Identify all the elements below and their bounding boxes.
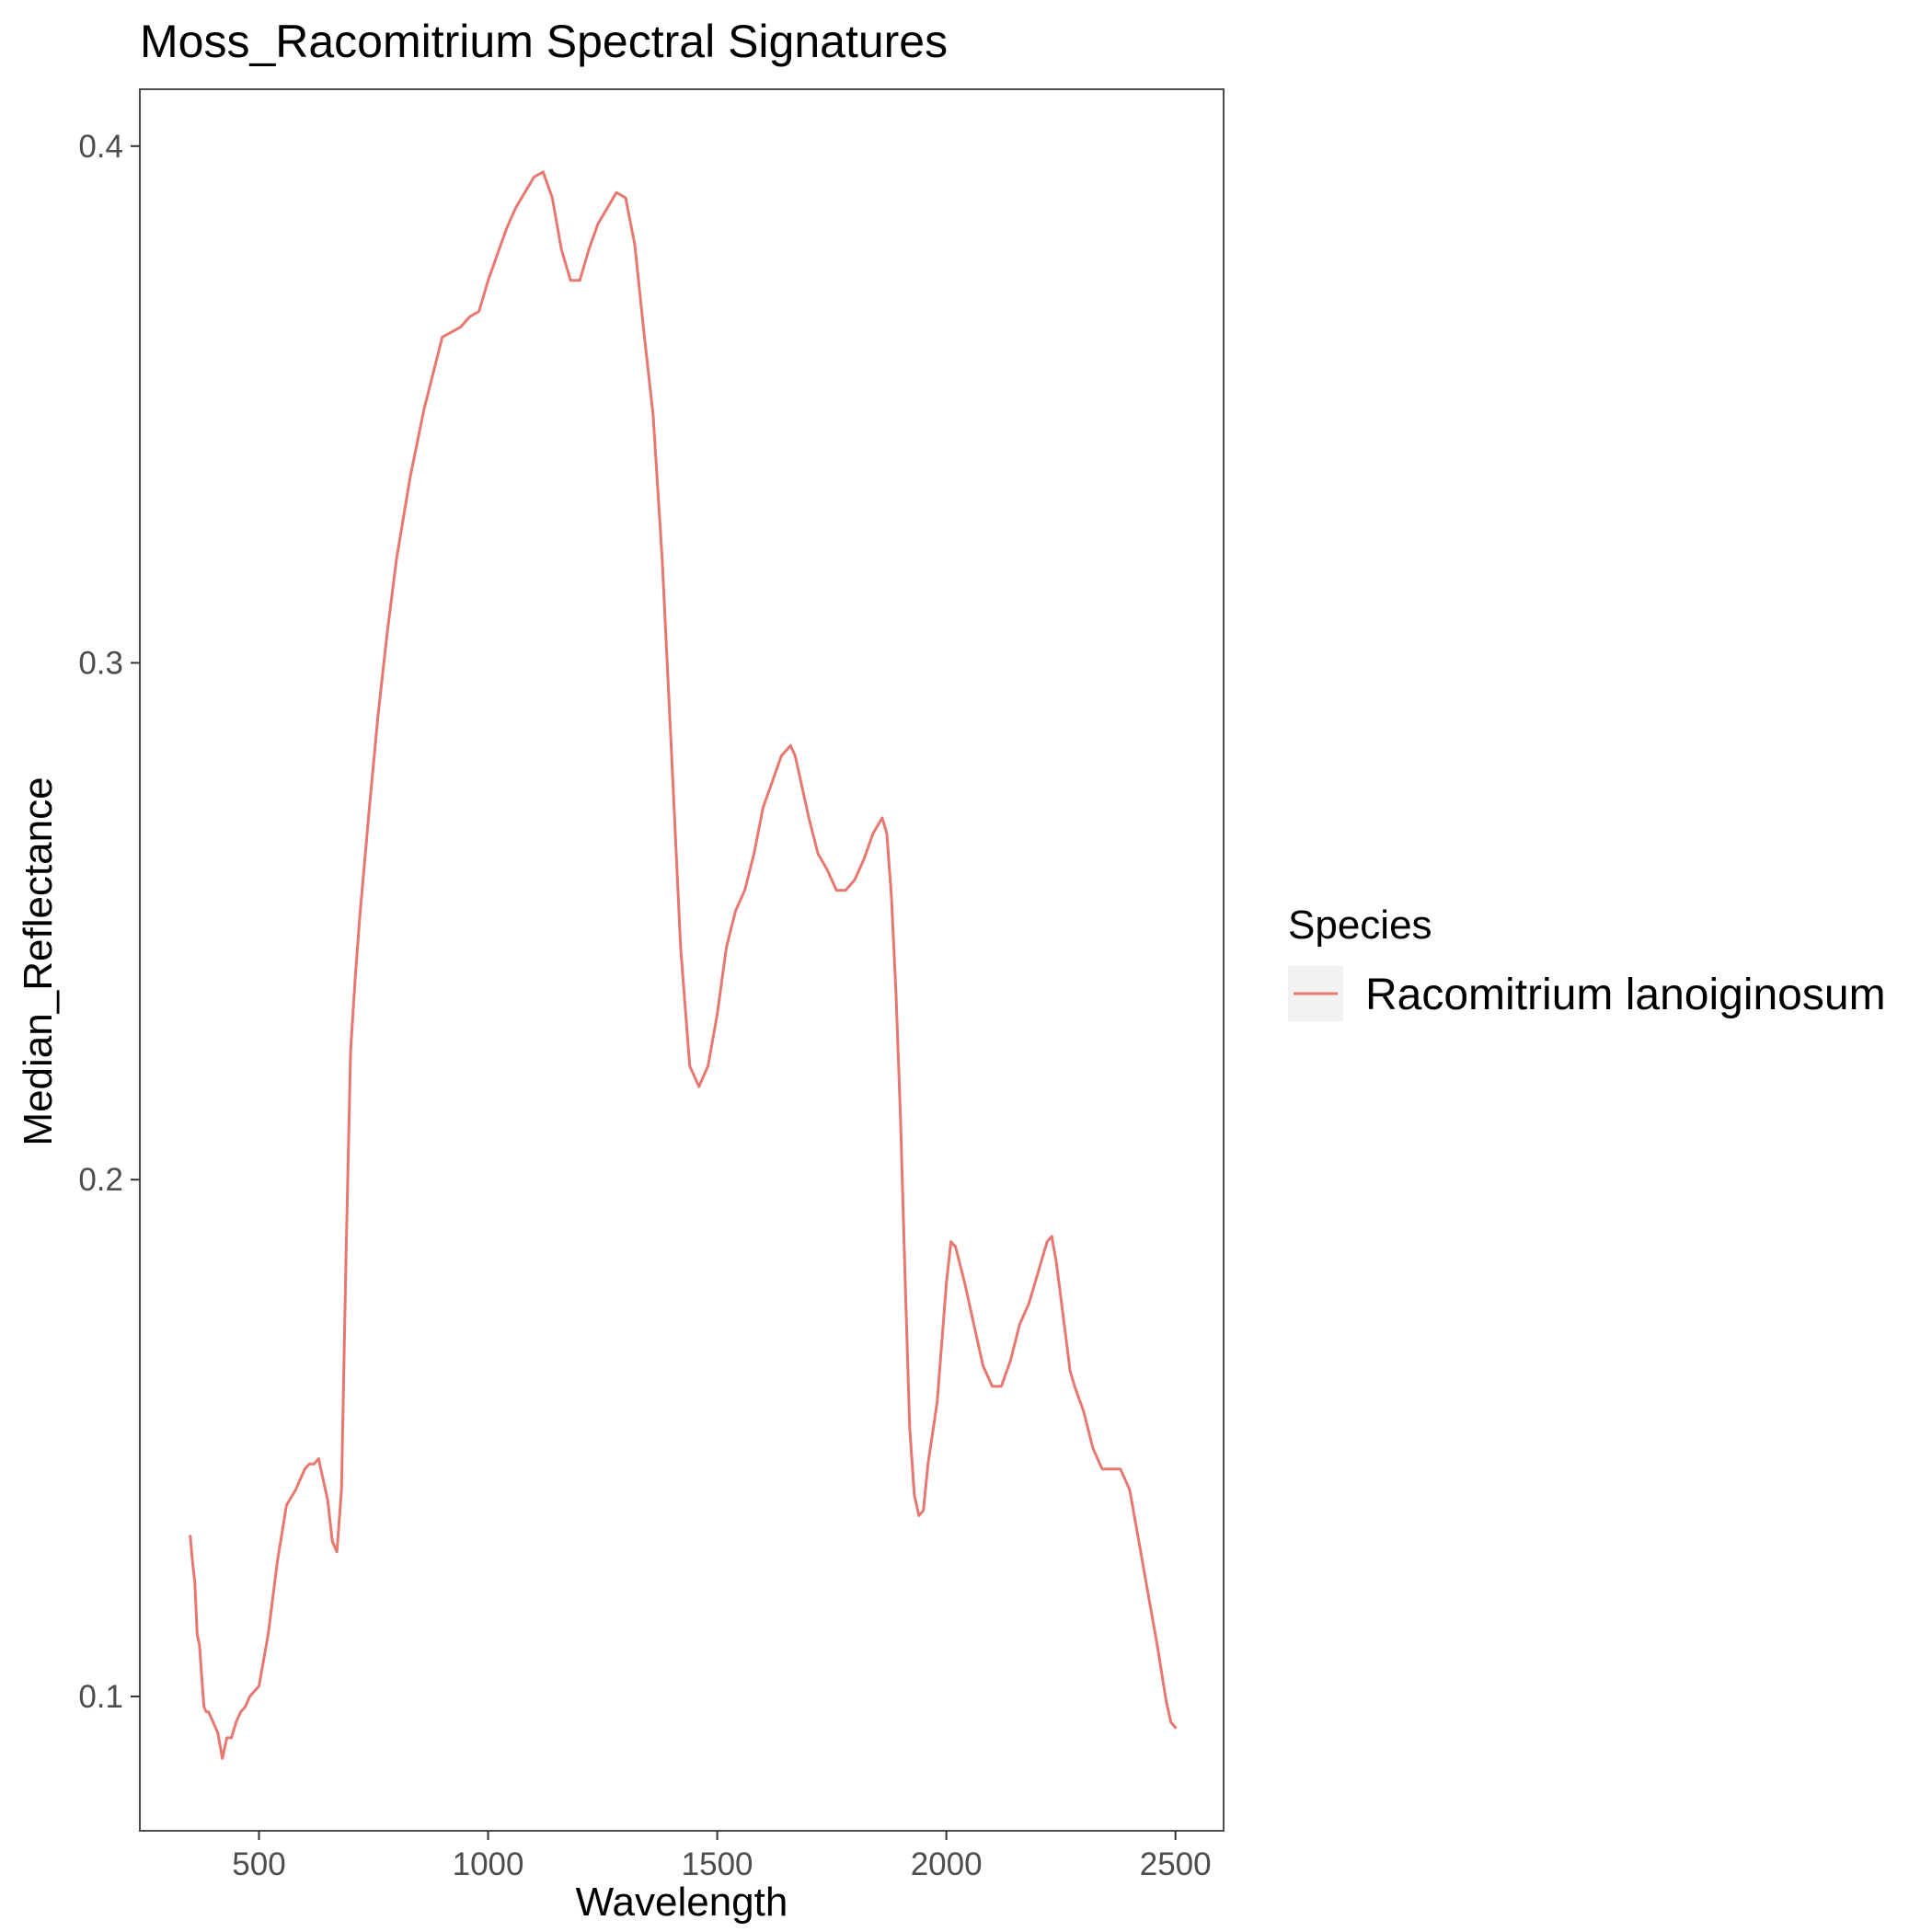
y-tick-label: 0.1 bbox=[78, 1679, 123, 1715]
x-axis: 500 1000 1500 2000 2500 bbox=[232, 1831, 1212, 1882]
y-axis-title: Median_Reflectance bbox=[16, 776, 61, 1145]
series-line-racomitrium-lanoiginosum bbox=[189, 170, 1178, 1760]
y-tick-label: 0.4 bbox=[78, 129, 123, 165]
x-tick-label: 1500 bbox=[682, 1846, 753, 1882]
x-tick-label: 2000 bbox=[911, 1846, 983, 1882]
x-tick-label: 2500 bbox=[1140, 1846, 1212, 1882]
chart-title: Moss_Racomitrium Spectral Signatures bbox=[140, 16, 948, 67]
x-tick-label: 1000 bbox=[453, 1846, 524, 1882]
x-tick-label: 500 bbox=[232, 1846, 285, 1882]
legend-entry-label: Racomitrium lanoiginosum bbox=[1365, 971, 1886, 1019]
x-axis-title: Wavelength bbox=[576, 1880, 788, 1925]
legend: Species Racomitrium lanoiginosum bbox=[1288, 903, 1886, 1021]
y-axis: 0.1 0.2 0.3 0.4 bbox=[78, 129, 140, 1715]
y-tick-label: 0.3 bbox=[78, 646, 123, 682]
y-tick-label: 0.2 bbox=[78, 1162, 123, 1198]
legend-title: Species bbox=[1288, 903, 1432, 948]
